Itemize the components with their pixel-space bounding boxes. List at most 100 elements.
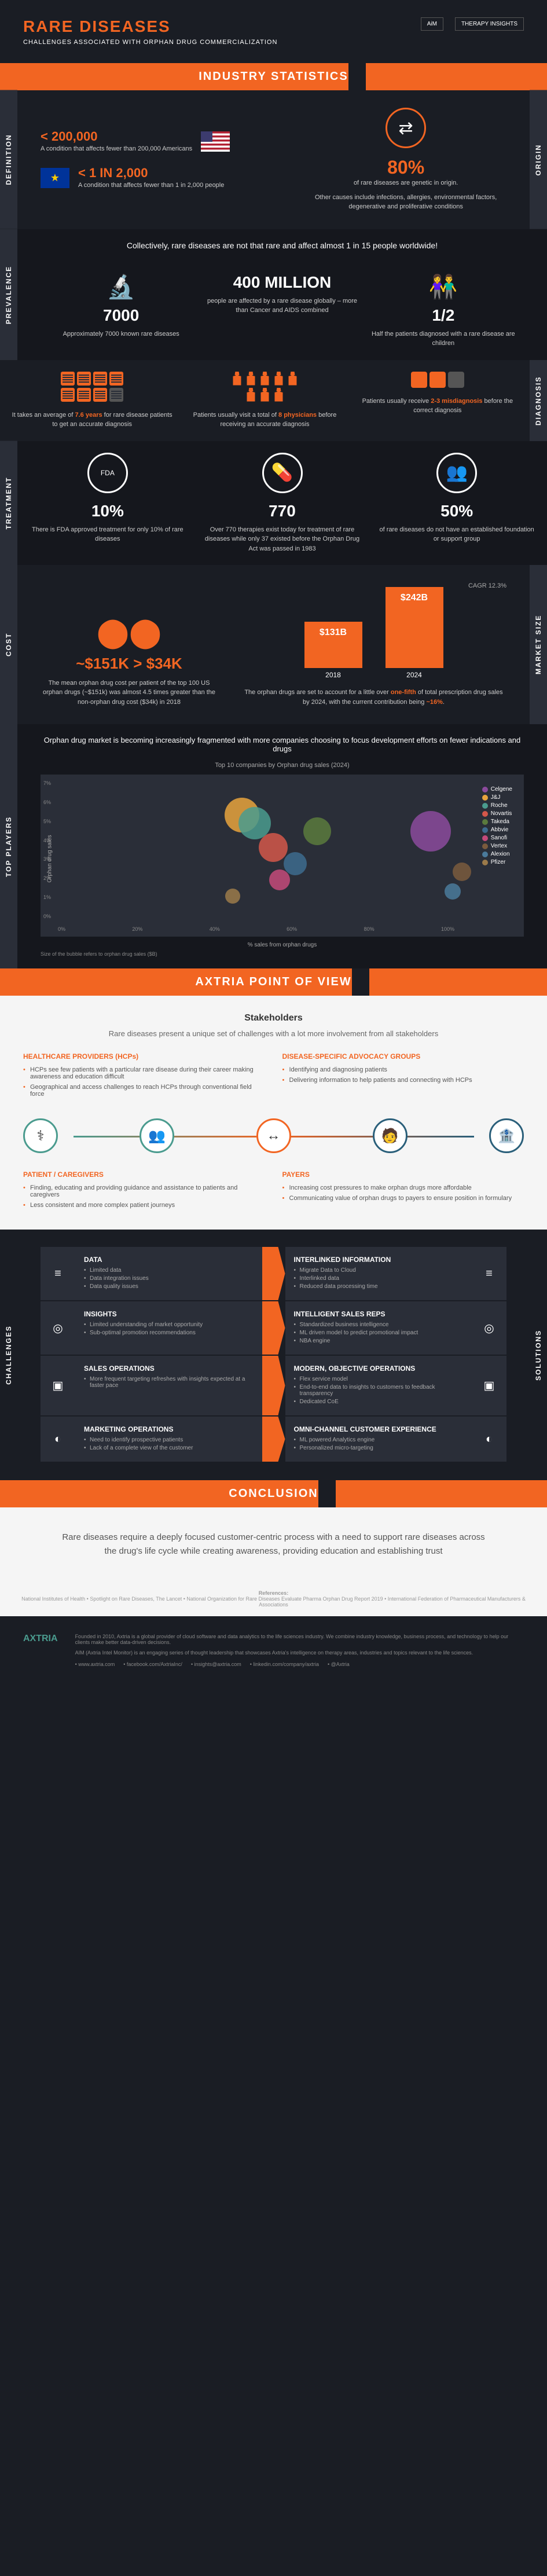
prev-s1-num: 7000 (41, 306, 201, 325)
eu-threshold: < 1 IN 2,000 (78, 166, 224, 181)
banner-pov: AXTRIA POINT OF VIEW (0, 968, 547, 996)
prev-s2-num: 400 MILLION (201, 273, 362, 292)
legend-Roche: Roche (482, 802, 512, 809)
eu-text: A condition that affects fewer than 1 in… (78, 181, 224, 190)
chart-legend: CelgeneJ&JRocheNovartisTakedaAbbvieSanof… (482, 786, 512, 867)
prev-s3-num: 1/2 (363, 306, 524, 325)
cost-market-section: COST ⬤⬤ ~$151K > $34K The mean orphan dr… (0, 565, 547, 724)
therapy-icon: 💊 (262, 453, 303, 493)
cs-icon: ▣ (472, 1356, 506, 1415)
chal-sol-row: ◎ INSIGHTSLimited understanding of marke… (41, 1301, 506, 1355)
refs-title: References: (259, 1590, 289, 1596)
treat-3-num: 50% (378, 502, 535, 520)
label-solutions: SOLUTIONS (530, 1230, 547, 1480)
coins-icon: ⬤⬤ (41, 615, 218, 649)
advocacy-icon: 👥 (139, 1118, 174, 1153)
cs-icon: ◎ (41, 1301, 75, 1355)
cost-text: The mean orphan drug cost per patient of… (41, 678, 218, 707)
stakeholder-box: DISEASE-SPECIFIC ADVOCACY GROUPSIdentify… (282, 1052, 524, 1101)
label-challenges: CHALLENGES (0, 1230, 17, 1480)
label-prevalence: PREVALENCE (0, 229, 17, 360)
diagnosis-section: It takes an average of 7.6 years for rar… (0, 360, 547, 441)
payer-icon: 🏦 (489, 1118, 524, 1153)
stakeholder-box: PAYERSIncreasing cost pressures to make … (282, 1170, 524, 1212)
us-text: A condition that affects fewer than 200,… (41, 144, 192, 154)
bar1-year: 2018 (304, 671, 362, 679)
bubble-Celgene (410, 811, 451, 852)
bubble-Abbvie (284, 852, 307, 875)
chart-title: Top 10 companies by Orphan drug sales (2… (41, 762, 524, 769)
origin-text2: Other causes include infections, allergi… (305, 193, 506, 212)
chal-sol-row: ▣ SALES OPERATIONSMore frequent targetin… (41, 1356, 506, 1415)
bubble-Takeda (303, 817, 331, 845)
us-flag-icon (201, 131, 230, 152)
banner-conclusion: CONCLUSION (0, 1480, 547, 1507)
prev-s1-text: Approximately 7000 known rare diseases (41, 329, 201, 339)
label-definition: DEFINITION (0, 90, 17, 229)
treat-3-text: of rare diseases do not have an establis… (378, 525, 535, 544)
legend-Vertex: Vertex (482, 843, 512, 849)
bubble-chart: CelgeneJ&JRocheNovartisTakedaAbbvieSanof… (41, 775, 524, 937)
hcp-icon: ⚕ (23, 1118, 58, 1153)
footer-about: Founded in 2010, Axtria is a global prov… (75, 1634, 524, 1645)
bubble-Sanofi (269, 869, 290, 890)
top-players-intro: Orphan drug market is becoming increasin… (41, 736, 524, 753)
chal-sol-row: ≡ DATALimited dataData integration issue… (41, 1247, 506, 1300)
label-treatment: TREATMENT (0, 441, 17, 566)
legend-Celgene: Celgene (482, 786, 512, 792)
treat-1-num: 10% (29, 502, 186, 520)
bar2-val: $242B (391, 593, 438, 603)
cs-icon: ◎ (472, 1301, 506, 1355)
stakeholder-grid-2: PATIENT / CAREGIVERSFinding, educating a… (23, 1170, 524, 1212)
stakeholder-box: HEALTHCARE PROVIDERS (HCPs)HCPs see few … (23, 1052, 265, 1101)
stakeholders-title: Stakeholders (23, 1013, 524, 1023)
chal-sol-row: ◐ MARKETING OPERATIONSNeed to identify p… (41, 1417, 506, 1462)
footer-link[interactable]: • www.axtria.com (75, 1661, 115, 1667)
chart-footnote: Size of the bubble refers to orphan drug… (41, 951, 524, 957)
bar1-val: $131B (310, 628, 357, 638)
misdiag-icons (409, 372, 467, 388)
bridge-icon: ↔ (256, 1118, 291, 1153)
stakeholder-box: PATIENT / CAREGIVERSFinding, educating a… (23, 1170, 265, 1212)
x-axis-label: % sales from orphan drugs (248, 942, 317, 948)
bubble-Pfizer (225, 889, 240, 904)
diag-2: Patients usually visit a total of 8 phys… (184, 410, 345, 430)
prev-s3-text: Half the patients diagnosed with a rare … (363, 329, 524, 348)
origin-text1: of rare diseases are genetic in origin. (305, 178, 506, 188)
physician-icons (230, 372, 299, 402)
treat-1-text: There is FDA approved treatment for only… (29, 525, 186, 544)
footer-link[interactable]: • insights@axtria.com (191, 1661, 241, 1667)
legend-Takeda: Takeda (482, 819, 512, 825)
cost-formula: ~$151K > $34K (41, 655, 218, 673)
banner-industry: INDUSTRY STATISTICS (0, 63, 547, 90)
diag-3: Patients usually receive 2-3 misdiagnosi… (357, 397, 518, 416)
cagr-label: CAGR 12.3% (241, 582, 506, 589)
microscope-icon: 🔬 (41, 273, 201, 300)
cs-icon: ≡ (472, 1247, 506, 1300)
cs-icon: ◐ (472, 1417, 506, 1462)
treat-2-text: Over 770 therapies exist today for treat… (204, 525, 361, 554)
label-market: MARKET SIZE (530, 565, 547, 724)
logo-therapy-insights: THERAPY INSIGHTS (455, 17, 524, 31)
footer-link[interactable]: • facebook.com/AxtriaInc/ (123, 1661, 182, 1667)
footer-link[interactable]: • linkedin.com/company/axtria (250, 1661, 319, 1667)
footer: AXTRIA Founded in 2010, Axtria is a glob… (0, 1616, 547, 1685)
footer-aim: AIM (Axtria Intel Monitor) is an engagin… (75, 1650, 524, 1656)
logo-aim: AiM (421, 17, 443, 31)
references: References: National Institutes of Healt… (0, 1581, 547, 1616)
support-icon: 👥 (436, 453, 477, 493)
eu-flag-icon: ★ (41, 168, 69, 188)
treat-2-num: 770 (204, 502, 361, 520)
legend-Pfizer: Pfizer (482, 859, 512, 865)
refs-text: National Institutes of Health • Spotligh… (21, 1596, 526, 1608)
prev-s2-text: people are affected by a rare disease gl… (201, 296, 362, 315)
diag-1: It takes an average of 7.6 years for rar… (12, 410, 172, 430)
dna-icon: ⇄ (386, 108, 426, 148)
footer-link[interactable]: • @Axtria (328, 1661, 350, 1667)
legend-Abbvie: Abbvie (482, 827, 512, 833)
cs-icon: ▣ (41, 1356, 75, 1415)
axtria-logo: AXTRIA (23, 1634, 58, 1667)
cs-icon: ≡ (41, 1247, 75, 1300)
stakeholder-grid: HEALTHCARE PROVIDERS (HCPs)HCPs see few … (23, 1052, 524, 1101)
fda-icon: FDA (87, 453, 128, 493)
